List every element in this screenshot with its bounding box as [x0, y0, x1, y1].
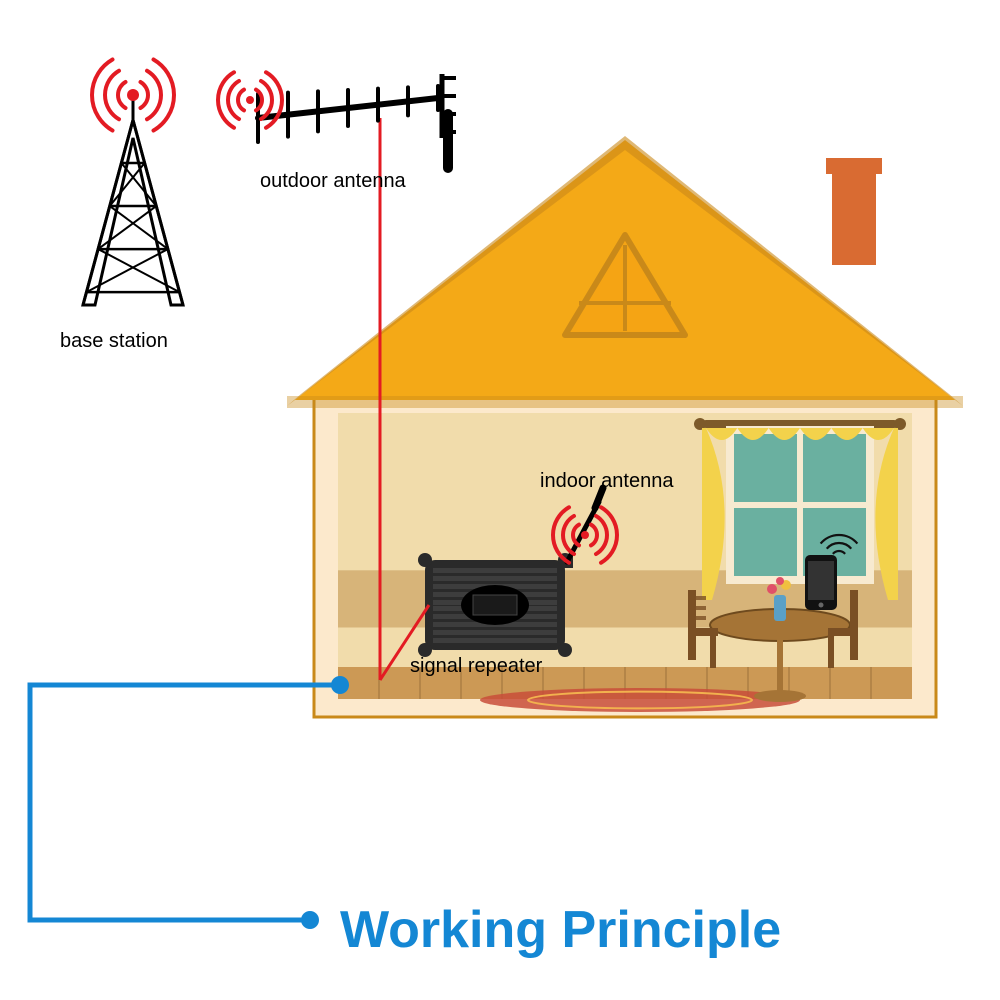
- label-signal-repeater: signal repeater: [410, 655, 542, 678]
- label-base-station: base station: [60, 330, 168, 353]
- label-outdoor-antenna: outdoor antenna: [260, 170, 406, 193]
- diagram-title: Working Principle: [340, 900, 781, 960]
- diagram-canvas: [0, 0, 1000, 1000]
- label-indoor-antenna: indoor antenna: [540, 470, 673, 493]
